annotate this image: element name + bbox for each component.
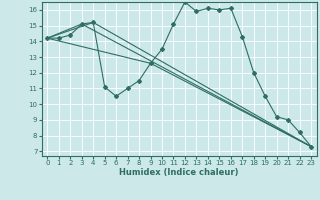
X-axis label: Humidex (Indice chaleur): Humidex (Indice chaleur) — [119, 168, 239, 177]
